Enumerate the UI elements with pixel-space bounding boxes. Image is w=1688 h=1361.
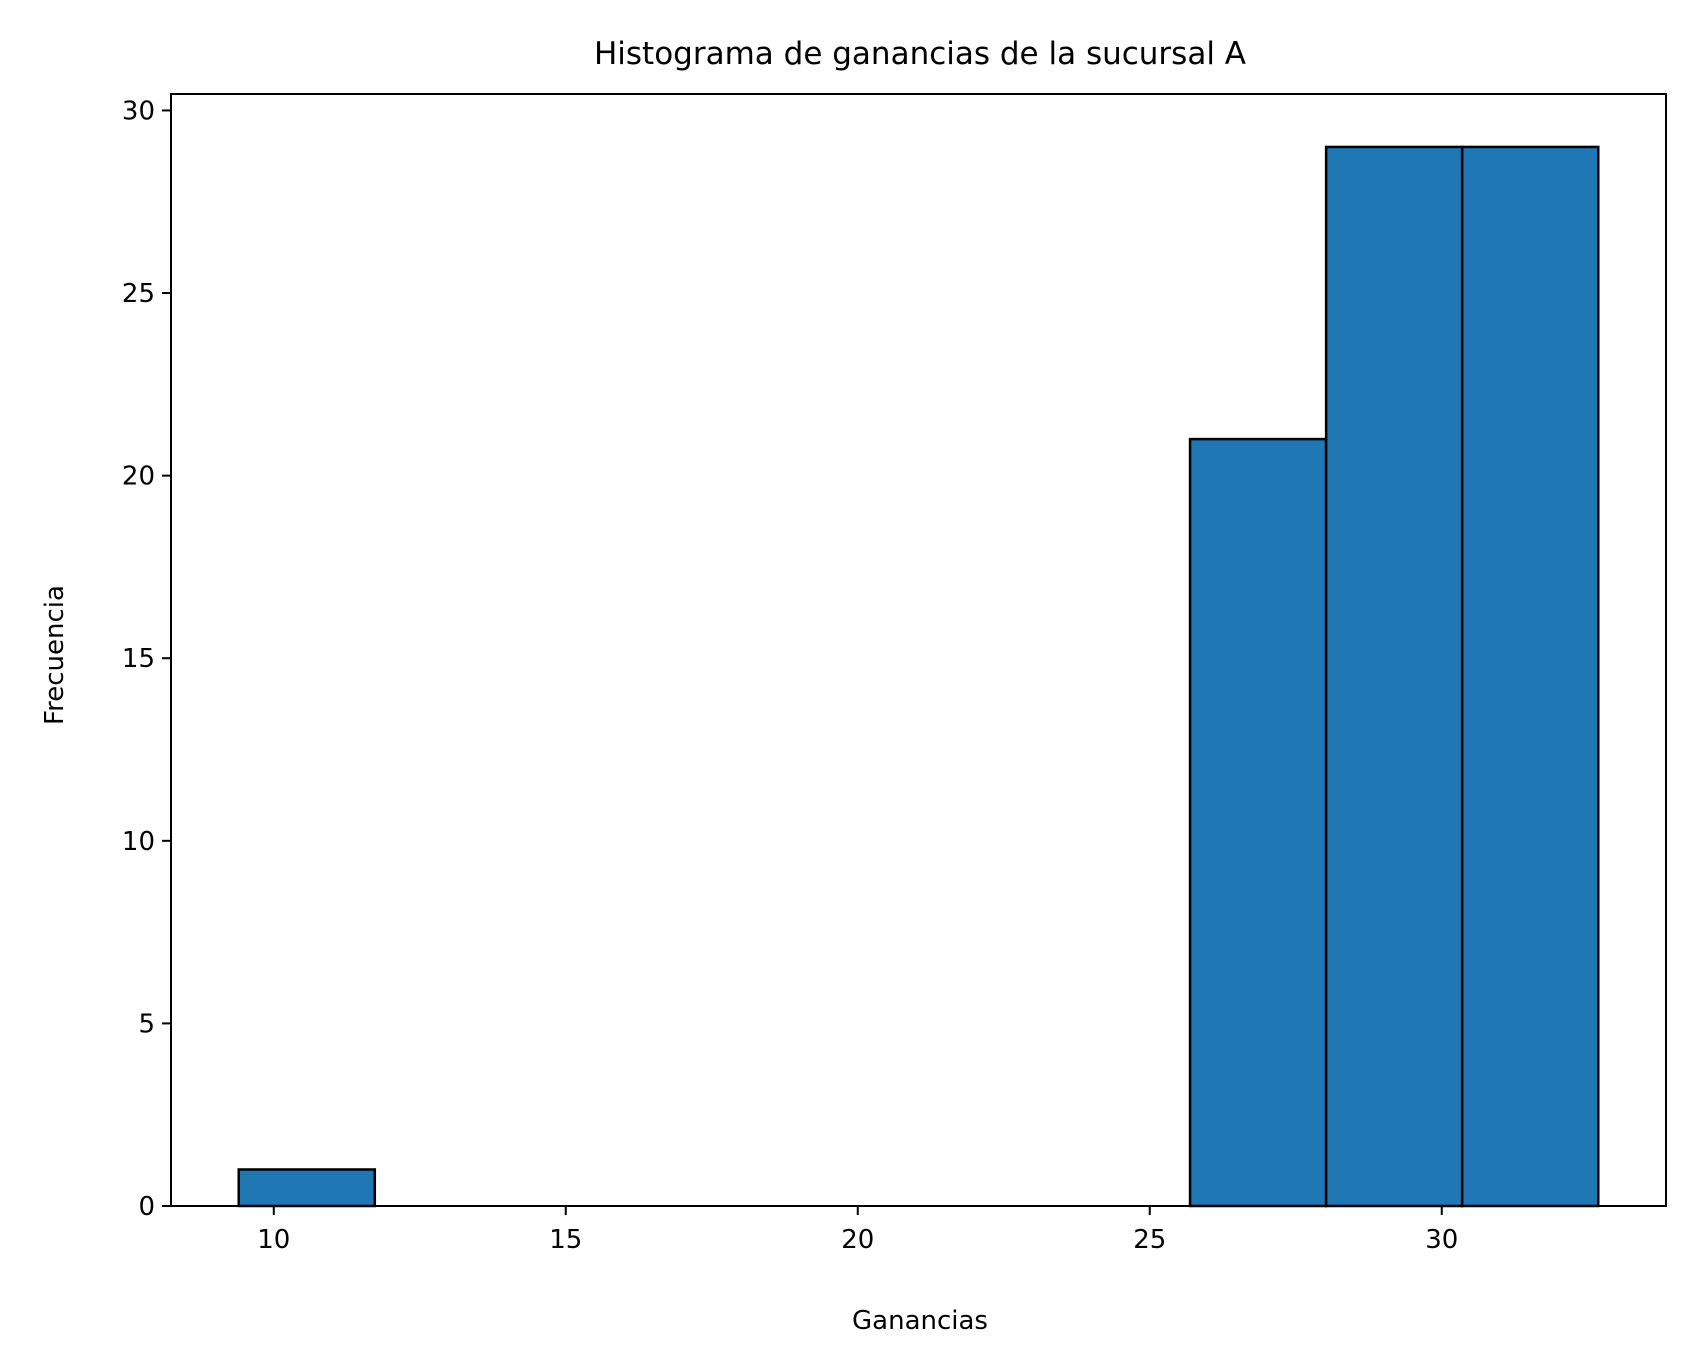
histogram-bar-10 [1460,145,1600,1208]
y-axis-ticks: 0 5 10 15 20 25 30 [122,96,171,1222]
y-axis-label: Frecuencia [40,585,70,725]
histogram-bar-1 [237,1168,377,1208]
x-tick-label: 25 [1133,1225,1166,1255]
axes-frame [170,93,1667,1207]
y-tick-label: 25 [122,279,155,309]
x-tick-label: 10 [257,1225,290,1255]
x-axis-ticks: 10 15 20 25 30 [257,1206,1458,1255]
y-tick-label: 0 [138,1192,155,1222]
y-tick-label: 15 [122,644,155,674]
x-tick-label: 30 [1425,1225,1458,1255]
bars-layer [237,145,1600,1208]
histogram-bar-9 [1324,145,1464,1208]
y-tick-label: 20 [122,462,155,492]
y-tick-label: 10 [122,827,155,857]
y-tick-label: 30 [122,96,155,126]
histogram-bar-8 [1188,437,1328,1208]
y-tick-label: 5 [138,1009,155,1039]
chart-title: Histograma de ganancias de la sucursal A [594,36,1246,72]
x-tick-label: 20 [841,1225,874,1255]
x-tick-label: 15 [549,1225,582,1255]
x-axis-label: Ganancias [852,1306,988,1336]
